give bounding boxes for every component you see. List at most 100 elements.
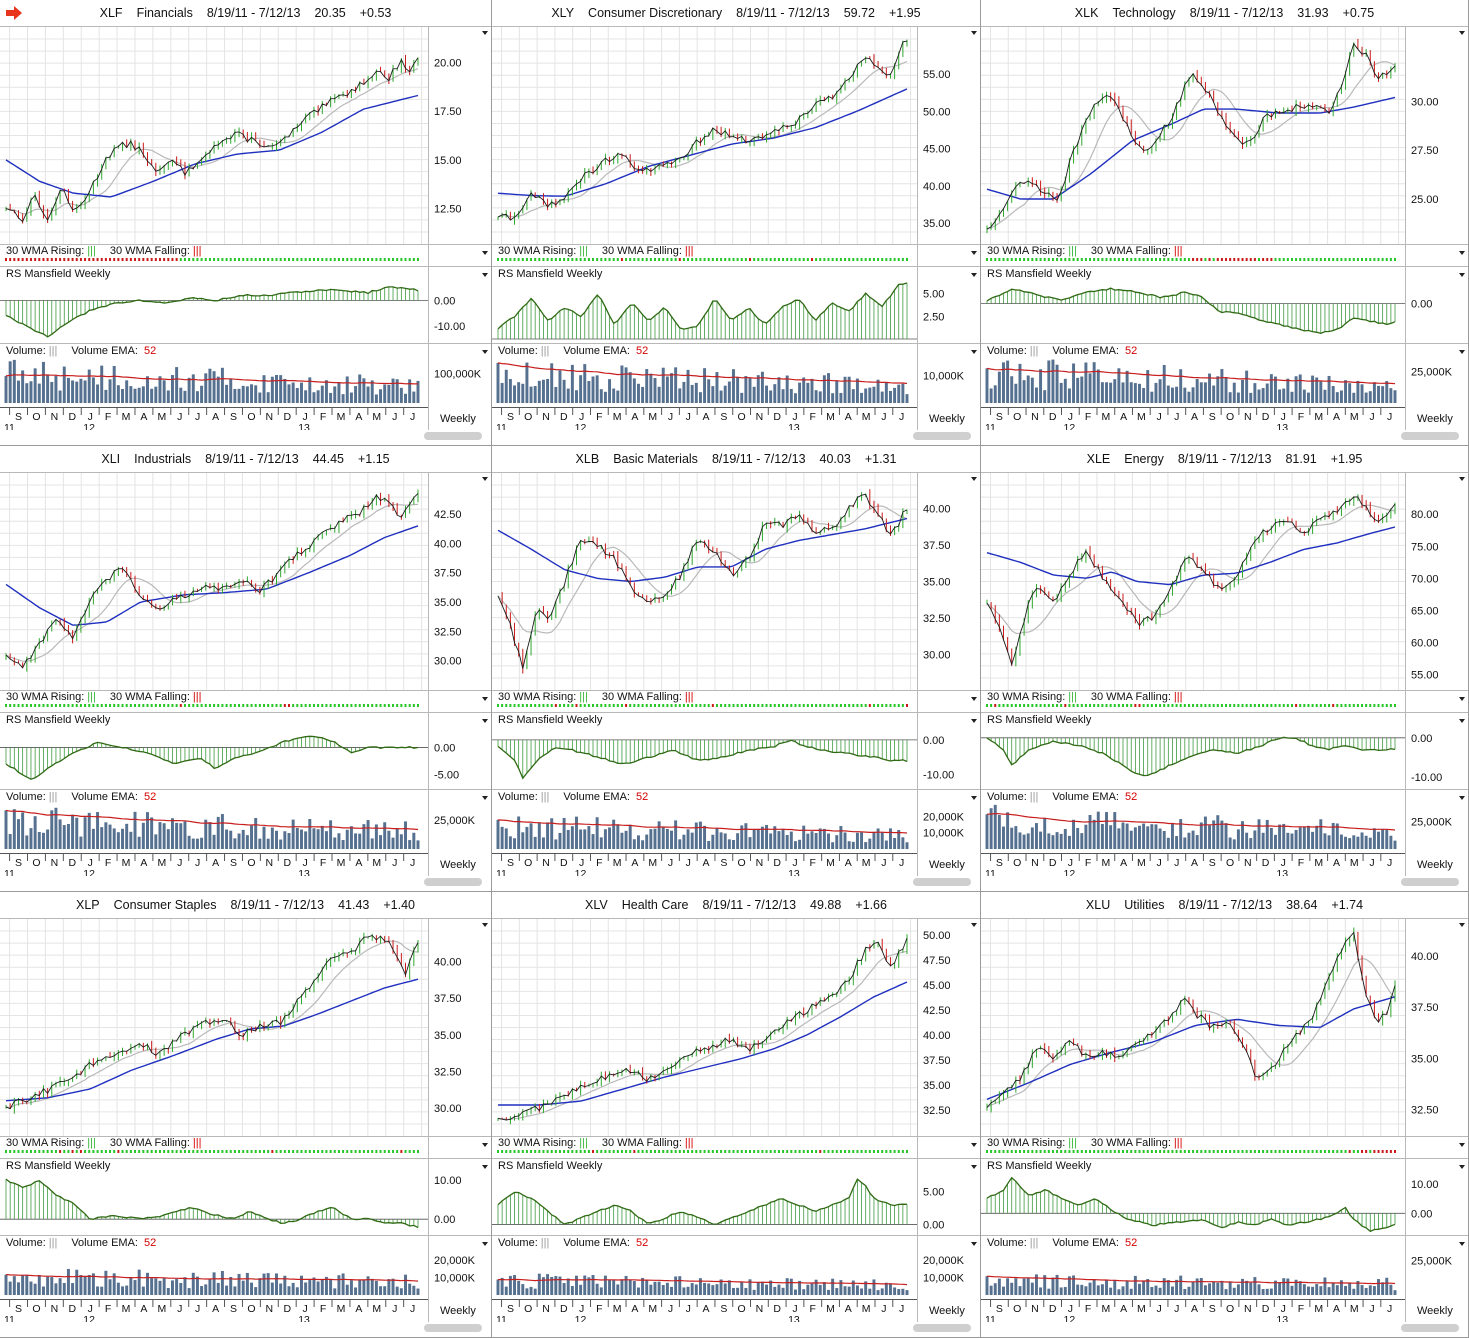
- dropdown-triangle-icon[interactable]: [971, 796, 977, 800]
- dropdown-triangle-icon[interactable]: [1459, 1143, 1465, 1147]
- wma-status-dot: [703, 1150, 706, 1153]
- horizontal-scrollbar[interactable]: [1401, 1324, 1459, 1332]
- dropdown-triangle-icon[interactable]: [971, 477, 977, 481]
- wma-status-dot: [695, 704, 698, 707]
- horizontal-scrollbar[interactable]: [1401, 432, 1459, 440]
- volume-bar: [1014, 383, 1018, 403]
- dropdown-triangle-icon[interactable]: [482, 273, 488, 277]
- horizontal-scrollbar[interactable]: [424, 1324, 482, 1332]
- dropdown-triangle-icon[interactable]: [1459, 697, 1465, 701]
- wma-status-dot: [715, 1150, 718, 1153]
- volume-bar: [690, 384, 694, 403]
- period-selector[interactable]: Weekly: [1417, 859, 1453, 871]
- dropdown-triangle-icon[interactable]: [1459, 273, 1465, 277]
- volume-bar: [1154, 1285, 1158, 1295]
- month-tick-label: J: [195, 411, 200, 423]
- wma-status-dot: [100, 258, 103, 261]
- month-tick-label: M: [613, 1303, 622, 1315]
- wma-status-dot: [1014, 1150, 1017, 1153]
- month-tick-label: M: [157, 857, 166, 869]
- ma10-line: [986, 504, 1396, 634]
- period-selector[interactable]: Weekly: [929, 859, 965, 871]
- volume-bar: [1142, 823, 1146, 849]
- month-tick-label: M: [372, 1303, 381, 1315]
- horizontal-scrollbar[interactable]: [913, 432, 971, 440]
- volume-tick-label: 20,000K: [923, 811, 965, 823]
- rs-line: [5, 735, 419, 780]
- period-selector[interactable]: Weekly: [929, 1305, 965, 1317]
- period-selector[interactable]: Weekly: [929, 413, 965, 425]
- period-selector[interactable]: Weekly: [1417, 1305, 1453, 1317]
- wma-status-dot: [600, 258, 603, 261]
- volume-bar: [1339, 834, 1343, 849]
- dropdown-triangle-icon[interactable]: [1459, 31, 1465, 35]
- dropdown-triangle-icon[interactable]: [482, 697, 488, 701]
- wma-status-dot: [275, 258, 278, 261]
- dropdown-triangle-icon[interactable]: [971, 31, 977, 35]
- rs-legend: RS Mansfield Weekly: [498, 714, 602, 726]
- horizontal-scrollbar[interactable]: [913, 878, 971, 886]
- wma-status-dot: [682, 258, 685, 261]
- dropdown-triangle-icon[interactable]: [971, 350, 977, 354]
- dropdown-triangle-icon[interactable]: [482, 923, 488, 927]
- volume-bar: [657, 821, 661, 849]
- dropdown-triangle-icon[interactable]: [482, 1242, 488, 1246]
- dropdown-triangle-icon[interactable]: [971, 1242, 977, 1246]
- volume-bar: [1092, 1279, 1096, 1295]
- volume-bar: [546, 378, 550, 403]
- dropdown-triangle-icon[interactable]: [971, 251, 977, 255]
- dropdown-triangle-icon[interactable]: [1459, 350, 1465, 354]
- volume-bar: [504, 1286, 508, 1295]
- rs-tick-label: 2.50: [923, 311, 944, 323]
- dropdown-triangle-icon[interactable]: [482, 350, 488, 354]
- wma-status-dot: [994, 1150, 997, 1153]
- volume-bar: [166, 1287, 170, 1295]
- dropdown-triangle-icon[interactable]: [1459, 796, 1465, 800]
- volume-bar: [1377, 831, 1380, 849]
- volume-legend: Volume: ||| Volume EMA: 52: [987, 1237, 1137, 1249]
- dropdown-triangle-icon[interactable]: [971, 697, 977, 701]
- wma-status-dot: [300, 258, 303, 261]
- period-selector[interactable]: Weekly: [440, 1305, 476, 1317]
- horizontal-scrollbar[interactable]: [1401, 878, 1459, 886]
- volume-bar: [1377, 1279, 1380, 1295]
- horizontal-scrollbar[interactable]: [424, 878, 482, 886]
- wma-status-dot: [1373, 704, 1376, 707]
- volume-bar: [550, 818, 554, 849]
- dropdown-triangle-icon[interactable]: [1459, 477, 1465, 481]
- dropdown-triangle-icon[interactable]: [482, 31, 488, 35]
- horizontal-scrollbar[interactable]: [913, 1324, 971, 1332]
- dropdown-triangle-icon[interactable]: [1459, 923, 1465, 927]
- wma-falling-label: 30 WMA Falling:: [601, 245, 682, 257]
- wma-status-dot: [1245, 704, 1248, 707]
- dropdown-triangle-icon[interactable]: [1459, 251, 1465, 255]
- red-arrow-icon[interactable]: [6, 6, 22, 20]
- dropdown-triangle-icon[interactable]: [971, 1165, 977, 1169]
- dropdown-triangle-icon[interactable]: [1459, 719, 1465, 723]
- dropdown-triangle-icon[interactable]: [482, 796, 488, 800]
- period-selector[interactable]: Weekly: [440, 413, 476, 425]
- dropdown-triangle-icon[interactable]: [971, 273, 977, 277]
- volume-bar: [1257, 389, 1261, 403]
- volume-bar: [860, 1288, 864, 1295]
- dropdown-triangle-icon[interactable]: [971, 1143, 977, 1147]
- dropdown-triangle-icon[interactable]: [482, 1143, 488, 1147]
- dropdown-triangle-icon[interactable]: [482, 477, 488, 481]
- period-selector[interactable]: Weekly: [1417, 413, 1453, 425]
- volume-bar: [1010, 1282, 1014, 1295]
- year-tick-label: 13: [788, 1314, 800, 1322]
- dropdown-triangle-icon[interactable]: [482, 719, 488, 723]
- volume-bar: [4, 375, 8, 403]
- volume-ema-line: [986, 367, 1396, 385]
- price-change: +0.75: [1342, 6, 1375, 20]
- period-selector[interactable]: Weekly: [440, 859, 476, 871]
- volume-bar: [690, 832, 694, 849]
- dropdown-triangle-icon[interactable]: [482, 1165, 488, 1169]
- dropdown-triangle-icon[interactable]: [1459, 1242, 1465, 1246]
- volume-bar: [1055, 832, 1059, 849]
- dropdown-triangle-icon[interactable]: [482, 251, 488, 255]
- dropdown-triangle-icon[interactable]: [971, 719, 977, 723]
- horizontal-scrollbar[interactable]: [424, 432, 482, 440]
- dropdown-triangle-icon[interactable]: [1459, 1165, 1465, 1169]
- dropdown-triangle-icon[interactable]: [971, 923, 977, 927]
